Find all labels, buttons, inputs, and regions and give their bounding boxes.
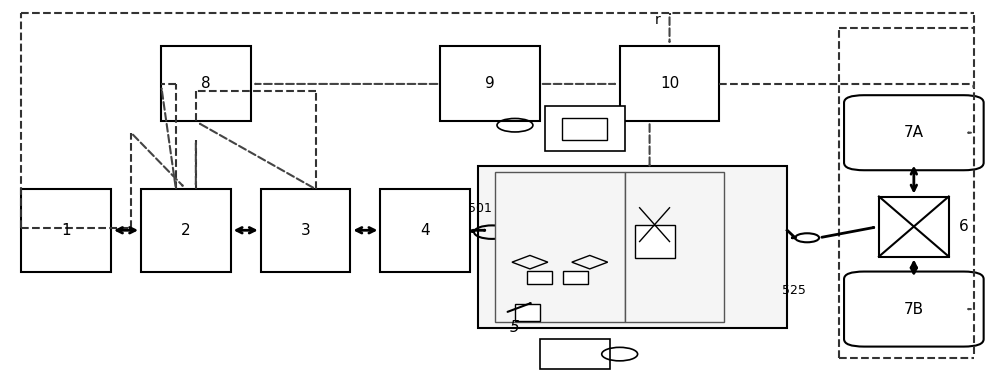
FancyBboxPatch shape (261, 189, 350, 271)
Text: 501: 501 (468, 201, 492, 214)
FancyBboxPatch shape (545, 107, 625, 152)
Text: 6: 6 (959, 219, 968, 234)
Text: 10: 10 (660, 76, 679, 91)
Text: 4: 4 (420, 223, 430, 238)
Text: r: r (655, 13, 660, 27)
FancyBboxPatch shape (527, 271, 552, 284)
FancyBboxPatch shape (440, 46, 540, 121)
Text: 8: 8 (201, 76, 211, 91)
FancyBboxPatch shape (478, 166, 787, 328)
Text: 1: 1 (61, 223, 71, 238)
FancyBboxPatch shape (844, 95, 984, 170)
FancyBboxPatch shape (380, 189, 470, 271)
FancyBboxPatch shape (21, 189, 111, 271)
FancyBboxPatch shape (635, 225, 675, 259)
Text: 2: 2 (181, 223, 191, 238)
FancyBboxPatch shape (620, 46, 719, 121)
Text: 3: 3 (301, 223, 310, 238)
FancyBboxPatch shape (844, 271, 984, 347)
FancyBboxPatch shape (879, 197, 949, 257)
FancyBboxPatch shape (563, 271, 588, 284)
FancyBboxPatch shape (540, 339, 610, 369)
Text: 9: 9 (485, 76, 495, 91)
FancyBboxPatch shape (515, 304, 540, 321)
Text: 7B: 7B (904, 302, 924, 316)
Text: 525: 525 (782, 284, 806, 297)
Text: 7A: 7A (904, 125, 924, 140)
FancyBboxPatch shape (562, 118, 607, 140)
FancyBboxPatch shape (625, 172, 724, 322)
FancyBboxPatch shape (495, 172, 625, 322)
Text: 5: 5 (510, 319, 520, 335)
FancyBboxPatch shape (161, 46, 251, 121)
FancyBboxPatch shape (141, 189, 231, 271)
